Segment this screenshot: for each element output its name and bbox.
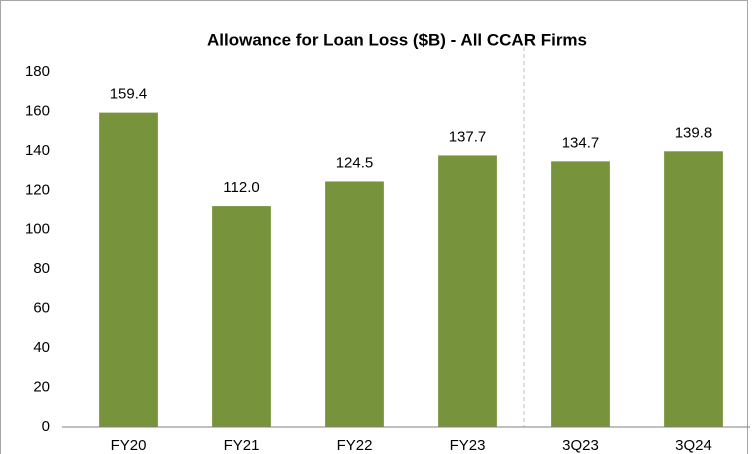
data-label: 124.5 xyxy=(336,154,374,171)
y-tick-label: 100 xyxy=(25,221,50,238)
y-tick-label: 180 xyxy=(25,63,50,80)
bar xyxy=(212,206,271,427)
y-tick-label: 20 xyxy=(33,379,50,396)
data-label: 134.7 xyxy=(562,134,600,151)
x-tick-label: FY21 xyxy=(224,437,260,454)
bar xyxy=(551,161,610,427)
y-tick-label: 160 xyxy=(25,102,50,119)
x-tick-label: FY22 xyxy=(337,437,373,454)
bar xyxy=(664,151,723,428)
y-tick-label: 0 xyxy=(42,418,50,435)
data-label: 159.4 xyxy=(110,86,148,103)
x-tick-label: 3Q23 xyxy=(562,437,599,454)
data-label: 112.0 xyxy=(223,179,259,196)
bar xyxy=(325,181,384,427)
chart-title: Allowance for Loan Loss ($B) - All CCAR … xyxy=(207,30,587,49)
y-tick-label: 120 xyxy=(25,181,50,198)
y-tick-label: 60 xyxy=(33,300,50,317)
data-label: 139.8 xyxy=(675,124,713,141)
y-tick-label: 140 xyxy=(25,142,50,159)
bar xyxy=(99,112,158,427)
x-tick-label: 3Q24 xyxy=(675,437,712,454)
y-tick-label: 80 xyxy=(33,260,50,277)
x-tick-label: FY20 xyxy=(111,437,147,454)
x-tick-label: FY23 xyxy=(450,437,486,454)
y-tick-label: 40 xyxy=(33,339,50,356)
data-label: 137.7 xyxy=(449,128,487,145)
bar xyxy=(438,155,497,428)
